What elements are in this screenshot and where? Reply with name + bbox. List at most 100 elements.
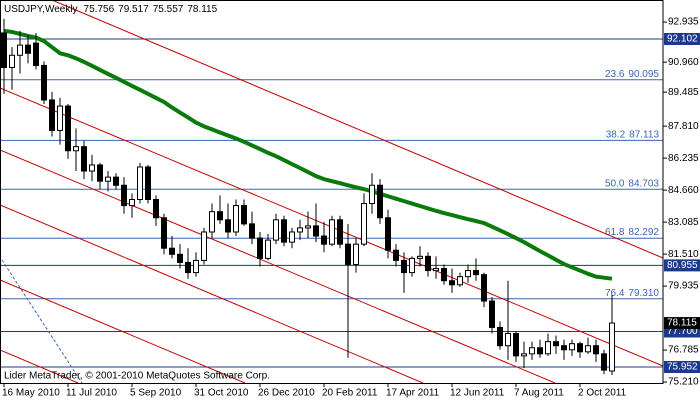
candle-body bbox=[529, 347, 535, 355]
candle-body bbox=[553, 341, 559, 347]
candle-body bbox=[41, 64, 47, 101]
candle-body bbox=[393, 249, 399, 261]
x-tick-label: 16 May 2010 bbox=[2, 388, 60, 399]
candle-body bbox=[97, 164, 103, 182]
price-marker-bg bbox=[664, 32, 700, 45]
candle-body bbox=[321, 235, 327, 245]
y-tick-label: 86.235 bbox=[668, 153, 699, 164]
symbol: USDJPY,Weekly bbox=[4, 4, 78, 15]
y-tick-label: 92.935 bbox=[668, 17, 699, 28]
x-tick-label: 2 Oct 2011 bbox=[578, 388, 627, 399]
candle-body bbox=[25, 44, 31, 54]
fibo-ratio: 23.6 bbox=[605, 68, 625, 79]
current-price-bg bbox=[664, 317, 700, 330]
moving-average bbox=[3, 28, 613, 281]
candle-body bbox=[481, 274, 487, 302]
candle-body bbox=[241, 205, 247, 225]
candle-body bbox=[385, 217, 391, 251]
candle-body bbox=[345, 243, 351, 265]
x-tick-label: 11 Jul 2010 bbox=[66, 388, 117, 399]
candle-body bbox=[113, 176, 119, 186]
candle-body bbox=[441, 268, 447, 282]
candle-body bbox=[281, 219, 287, 243]
candle-body bbox=[169, 247, 175, 255]
x-tick-label: 7 Aug 2011 bbox=[514, 388, 564, 399]
current-price: 78.115 bbox=[667, 318, 697, 329]
y-tick-label: 87.810 bbox=[668, 121, 699, 132]
y-tick-label: 76.785 bbox=[668, 345, 699, 356]
price-marker: 77.700 bbox=[667, 326, 698, 337]
channel-line bbox=[0, 349, 79, 384]
x-tick-label: 20 Feb 2011 bbox=[322, 388, 378, 399]
fibo-ratio: 50.0 bbox=[605, 178, 625, 189]
candle-body bbox=[361, 203, 367, 245]
channel-line bbox=[0, 204, 424, 384]
candle-body bbox=[105, 176, 111, 182]
candle-body bbox=[369, 184, 375, 205]
candle-body bbox=[273, 219, 279, 241]
candle-body bbox=[265, 239, 271, 259]
candle-body bbox=[449, 280, 455, 286]
price-marker: 75.952 bbox=[667, 362, 698, 373]
fibo-label: 50.0 84.703 bbox=[605, 178, 659, 189]
plot-frame bbox=[0, 0, 664, 384]
x-tick-label: 17 Apr 2011 bbox=[386, 388, 440, 399]
fibo-price: 87.113 bbox=[629, 129, 659, 140]
candle-body bbox=[601, 353, 607, 371]
candle-body bbox=[121, 184, 127, 207]
x-tick-label: 26 Dec 2010 bbox=[258, 388, 315, 399]
y-tick-label: 81.510 bbox=[668, 249, 699, 260]
channel-line bbox=[0, 279, 246, 384]
fibo-label: 23.6 90.095 bbox=[605, 68, 659, 79]
candle-body bbox=[593, 345, 599, 355]
candle-body bbox=[209, 211, 215, 233]
fibo-ratio: 61.8 bbox=[605, 227, 625, 238]
candle-body bbox=[161, 217, 167, 249]
x-tick-label: 12 Jun 2011 bbox=[450, 388, 505, 399]
candle-body bbox=[505, 333, 511, 347]
price-marker-bg bbox=[664, 360, 700, 373]
high-value: 79.517 bbox=[118, 4, 149, 15]
candle-body bbox=[313, 225, 319, 237]
candle-body bbox=[177, 253, 183, 263]
candle-body bbox=[353, 243, 359, 265]
y-tick-label: 79.935 bbox=[668, 281, 699, 292]
candle-body bbox=[217, 211, 223, 221]
candle-body bbox=[137, 166, 143, 200]
price-marker: 80.955 bbox=[667, 260, 698, 271]
candle-body bbox=[489, 300, 495, 328]
candle-body bbox=[457, 276, 463, 286]
chart-title: USDJPY,Weekly 75.756 79.517 75.557 78.115 bbox=[4, 4, 218, 15]
y-tick-label: 90.960 bbox=[668, 57, 699, 68]
candle-body bbox=[329, 219, 335, 245]
fibo-ratio: 38.2 bbox=[606, 129, 626, 140]
candle-body bbox=[465, 270, 471, 278]
candle-body bbox=[225, 219, 231, 233]
candle-body bbox=[257, 237, 263, 259]
candle-body bbox=[337, 219, 343, 245]
y-tick-label: 89.485 bbox=[668, 87, 699, 98]
candle-body bbox=[545, 341, 551, 355]
candle-body bbox=[1, 32, 7, 68]
candle-body bbox=[377, 184, 383, 219]
fibo-price: 84.703 bbox=[628, 178, 659, 189]
candle-body bbox=[17, 44, 23, 56]
price-marker: 92.102 bbox=[667, 34, 698, 45]
candle-body bbox=[233, 205, 239, 233]
candle-body bbox=[129, 198, 135, 207]
candle-body bbox=[57, 105, 63, 131]
candle-body bbox=[609, 322, 615, 372]
candle-body bbox=[89, 164, 95, 172]
candle-body bbox=[409, 257, 415, 274]
candle-body bbox=[65, 105, 71, 152]
candle-body bbox=[81, 146, 87, 172]
channel-line bbox=[51, 0, 664, 259]
candle-body bbox=[201, 231, 207, 261]
candle-body bbox=[585, 345, 591, 353]
candle-body bbox=[193, 259, 199, 274]
y-tick-label: 84.660 bbox=[668, 185, 699, 196]
channel-line bbox=[0, 149, 556, 384]
marks bbox=[1, 18, 615, 376]
